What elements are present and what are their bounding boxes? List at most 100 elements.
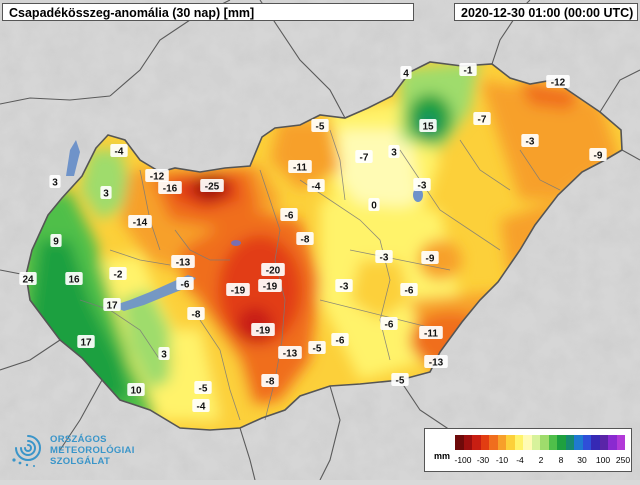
anomaly-value-text: 0 — [371, 201, 377, 212]
anomaly-value-label-bg — [261, 263, 285, 276]
anomaly-value-label-bg — [280, 208, 298, 221]
anomaly-value-text: -8 — [301, 235, 310, 246]
anomaly-value-label: -6 — [380, 317, 398, 331]
anomaly-value-label: -8 — [187, 307, 205, 321]
anomaly-value-label: -6 — [280, 208, 298, 222]
legend-unit: mm — [434, 451, 451, 461]
hungary-border — [25, 61, 623, 431]
anomaly-value-label: -4 — [110, 144, 128, 158]
anomaly-value-text: 24 — [22, 275, 34, 286]
map-timestamp: 2020-12-30 01:00 (00:00 UTC) — [454, 3, 638, 21]
anomaly-value-label-bg — [473, 112, 491, 125]
anomaly-value-label-bg — [388, 145, 400, 158]
omsz-logo: ORSZÁGOS METEOROLÓGIAI SZOLGÁLAT — [10, 430, 150, 474]
anomaly-value-label: -3 — [375, 250, 393, 264]
anomaly-value-text: 3 — [103, 189, 109, 200]
anomaly-value-text: -12 — [150, 172, 165, 183]
anomaly-value-label-bg — [100, 186, 112, 199]
anomaly-value-text: -9 — [426, 254, 435, 265]
anomaly-value-label: -5 — [391, 373, 409, 387]
legend-tick-label: -100 — [454, 455, 472, 465]
anomaly-value-label-bg — [419, 326, 443, 339]
anomaly-value-label: -8 — [296, 232, 314, 246]
anomaly-value-label: -5 — [308, 341, 326, 355]
map-title: Csapadékösszeg-anomália (30 nap) [mm] — [2, 3, 414, 21]
anomaly-value-text: 4 — [403, 69, 409, 80]
lake-balaton — [112, 275, 196, 311]
legend-color-swatch — [616, 435, 625, 450]
anomaly-value-text: -1 — [464, 66, 473, 77]
legend-ticks: -100 -30 -10 -4 2 8 30 100 250 — [453, 455, 631, 467]
anomaly-value-label: 15 — [419, 119, 437, 133]
anomaly-value-label-bg — [413, 178, 431, 191]
logo-line-3: SZOLGÁLAT — [50, 456, 111, 467]
anomaly-value-text: -3 — [418, 181, 427, 192]
anomaly-value-label-bg — [109, 267, 127, 280]
anomaly-value-label: 9 — [50, 234, 62, 248]
legend-tick-label: -10 — [495, 455, 509, 465]
anomaly-value-label: -20 — [261, 263, 285, 277]
anomaly-value-text: -2 — [114, 270, 123, 281]
anomaly-value-label-bg — [158, 347, 170, 360]
lake-tisza — [413, 188, 423, 202]
legend-color-swatch — [455, 435, 464, 450]
anomaly-value-label-bg — [251, 323, 275, 336]
anomaly-value-text: 3 — [52, 178, 58, 189]
anomaly-value-label-bg — [49, 175, 61, 188]
anomaly-value-label: -8 — [261, 374, 279, 388]
anomaly-value-label-bg — [307, 179, 325, 192]
anomaly-value-label: -5 — [194, 381, 212, 395]
anomaly-value-label-bg — [103, 298, 121, 311]
anomaly-value-text: -6 — [385, 320, 394, 331]
anomaly-value-label: -3 — [335, 279, 353, 293]
anomaly-value-label-bg — [546, 75, 570, 88]
anomaly-value-label-bg — [419, 119, 437, 132]
anomaly-value-label-bg — [128, 215, 152, 228]
anomaly-value-text: -25 — [205, 182, 220, 193]
anomaly-value-label: 17 — [77, 335, 95, 349]
anomaly-value-label: -16 — [158, 181, 182, 195]
color-legend: mm -100 -30 -10 -4 2 8 30 100 250 — [424, 428, 632, 472]
anomaly-value-text: -4 — [115, 147, 124, 158]
anomaly-value-text: -9 — [594, 151, 603, 162]
legend-color-swatch — [599, 435, 608, 450]
anomaly-value-label-bg — [171, 255, 195, 268]
anomaly-value-text: -3 — [380, 253, 389, 264]
legend-tick-label: 8 — [558, 455, 564, 465]
anomaly-value-text: -14 — [133, 218, 148, 229]
anomaly-value-label: -19 — [251, 323, 275, 337]
anomaly-value-label-bg — [589, 148, 607, 161]
legend-tick-label: 2 — [538, 455, 544, 465]
anomaly-value-label-bg — [192, 399, 210, 412]
anomaly-value-label-bg — [187, 307, 205, 320]
anomaly-value-label-bg — [110, 144, 128, 157]
anomaly-value-text: -19 — [256, 326, 271, 337]
anomaly-value-label: -2 — [109, 267, 127, 281]
anomaly-value-label-bg — [311, 119, 329, 132]
anomaly-value-text: 16 — [68, 275, 80, 286]
legend-color-swatch — [548, 435, 557, 450]
anomaly-value-text: 17 — [80, 338, 92, 349]
legend-color-bar — [455, 435, 625, 450]
legend-color-swatch — [497, 435, 506, 450]
lake-velence — [231, 240, 241, 246]
anomaly-value-text: -3 — [526, 137, 535, 148]
anomaly-value-label: -11 — [288, 160, 312, 174]
anomaly-value-label-bg — [400, 66, 412, 79]
anomaly-value-label-bg — [375, 250, 393, 263]
anomaly-value-label: -5 — [311, 119, 329, 133]
anomaly-value-text: 9 — [53, 237, 59, 248]
anomaly-value-text: -12 — [551, 78, 566, 89]
legend-color-swatch — [463, 435, 472, 450]
anomaly-value-label-bg — [65, 272, 83, 285]
legend-color-swatch — [531, 435, 540, 450]
legend-tick-label: 250 — [615, 455, 631, 465]
anomaly-value-label-bg — [400, 283, 418, 296]
anomaly-value-label-bg — [521, 134, 539, 147]
anomaly-value-text: -19 — [263, 282, 278, 293]
legend-color-swatch — [608, 435, 617, 450]
anomaly-value-label: -13 — [171, 255, 195, 269]
anomaly-value-text: -6 — [285, 211, 294, 222]
legend-tick-label: 30 — [577, 455, 587, 465]
anomaly-value-label-bg — [258, 279, 282, 292]
